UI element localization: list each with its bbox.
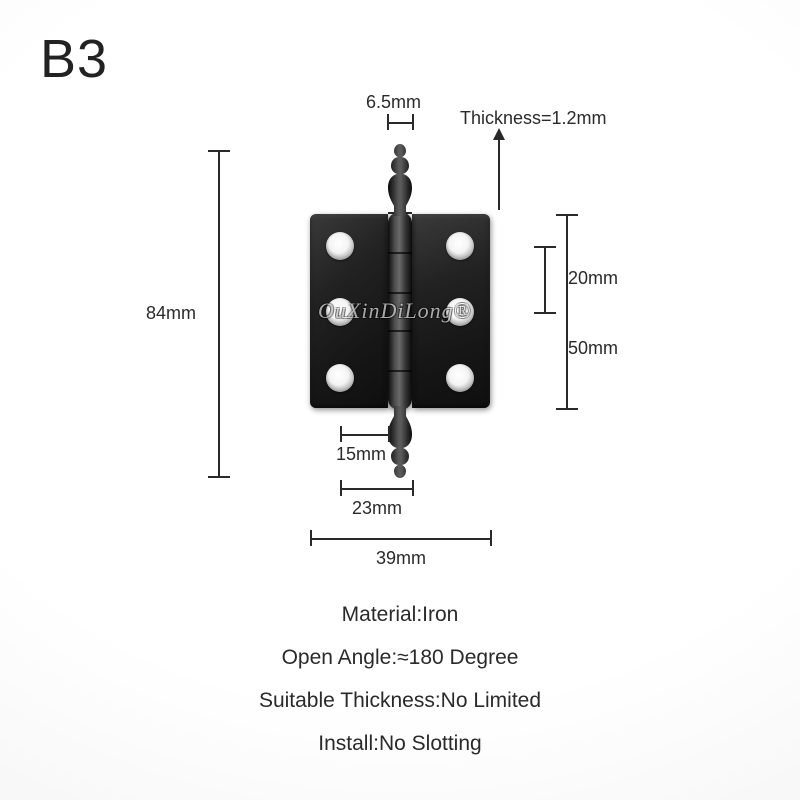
spec-label: Material: (342, 603, 423, 626)
screw-hole (446, 298, 474, 326)
spec-label: Install: (318, 732, 379, 755)
screw-hole (326, 298, 354, 326)
spec-value: ≈180 Degree (397, 646, 518, 669)
spec-open-angle: Open Angle:≈180 Degree (0, 636, 800, 679)
spec-value: No Limited (441, 689, 541, 712)
finial-bottom (382, 406, 418, 478)
spec-label: Open Angle: (282, 646, 398, 669)
barrel-joint (388, 370, 412, 372)
barrel-joint (388, 252, 412, 254)
spec-suitable-thickness: Suitable Thickness:No Limited (0, 679, 800, 722)
spec-label: Suitable Thickness: (259, 689, 441, 712)
spec-material: Material:Iron (0, 593, 800, 636)
screw-hole (326, 232, 354, 260)
finial-top (382, 144, 418, 216)
screw-hole (326, 364, 354, 392)
barrel-joint (388, 330, 412, 332)
screw-hole (446, 232, 474, 260)
spec-install: Install:No Slotting (0, 722, 800, 765)
spec-value: Iron (422, 603, 458, 626)
spec-block: Material:Iron Open Angle:≈180 Degree Sui… (0, 593, 800, 765)
screw-hole (446, 364, 474, 392)
barrel-joint (388, 292, 412, 294)
spec-value: No Slotting (379, 732, 482, 755)
hinge-barrel (388, 212, 412, 410)
